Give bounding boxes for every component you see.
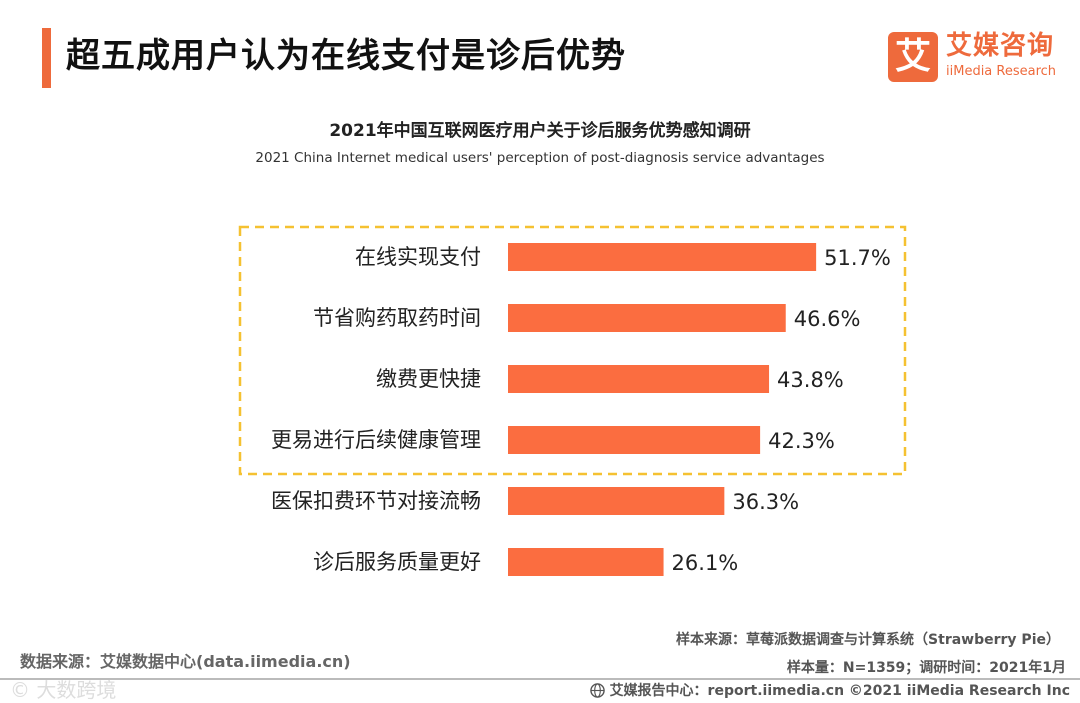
report-center-text: 艾媒报告中心：report.iimedia.cn ©2021 iiMedia R…: [609, 683, 1070, 699]
footer-divider: [0, 678, 1080, 680]
value-label: 26.1%: [672, 551, 739, 575]
globe-icon: [589, 682, 605, 698]
category-label: 在线实现支付: [355, 245, 481, 269]
data-source: 数据来源：艾媒数据中心(data.iimedia.cn): [20, 652, 351, 671]
bar: [508, 304, 786, 332]
logo-en-text: iiMedia Research: [946, 64, 1057, 79]
value-label: 42.3%: [768, 429, 835, 453]
category-label: 医保扣费环节对接流畅: [271, 489, 481, 513]
category-label: 缴费更快捷: [376, 367, 481, 391]
chart-title: 2021年中国互联网医疗用户关于诊后服务优势感知调研: [329, 121, 751, 141]
logo-cn-text: 艾媒咨询: [946, 31, 1055, 61]
bar: [508, 243, 817, 271]
value-label: 46.6%: [794, 307, 861, 331]
watermark: © 大数跨境: [10, 678, 117, 702]
category-label: 更易进行后续健康管理: [271, 428, 481, 452]
bar: [508, 426, 761, 454]
bar: [508, 365, 770, 393]
logo-mark: 艾: [888, 32, 938, 82]
report-center: 艾媒报告中心：report.iimedia.cn ©2021 iiMedia R…: [589, 680, 1070, 700]
page-title: 超五成用户认为在线支付是诊后优势: [66, 36, 626, 76]
bar: [508, 548, 664, 576]
category-label: 诊后服务质量更好: [313, 550, 481, 574]
iimedia-logo: 艾 艾媒咨询 iiMedia Research: [888, 30, 1068, 84]
highlight-box: [238, 225, 907, 476]
chart-subtitle: 2021 China Internet medical users' perce…: [255, 150, 825, 166]
bar: [508, 487, 725, 515]
value-label: 43.8%: [777, 368, 844, 392]
sample-info: 样本量：N=1359；调研时间：2021年1月: [786, 660, 1066, 676]
category-label: 节省购药取药时间: [313, 306, 481, 330]
title-accent-bar: [42, 28, 51, 88]
sample-source: 样本来源：草莓派数据调查与计算系统（Strawberry Pie）: [676, 632, 1060, 648]
value-label: 36.3%: [732, 490, 799, 514]
value-label: 51.7%: [824, 246, 891, 270]
